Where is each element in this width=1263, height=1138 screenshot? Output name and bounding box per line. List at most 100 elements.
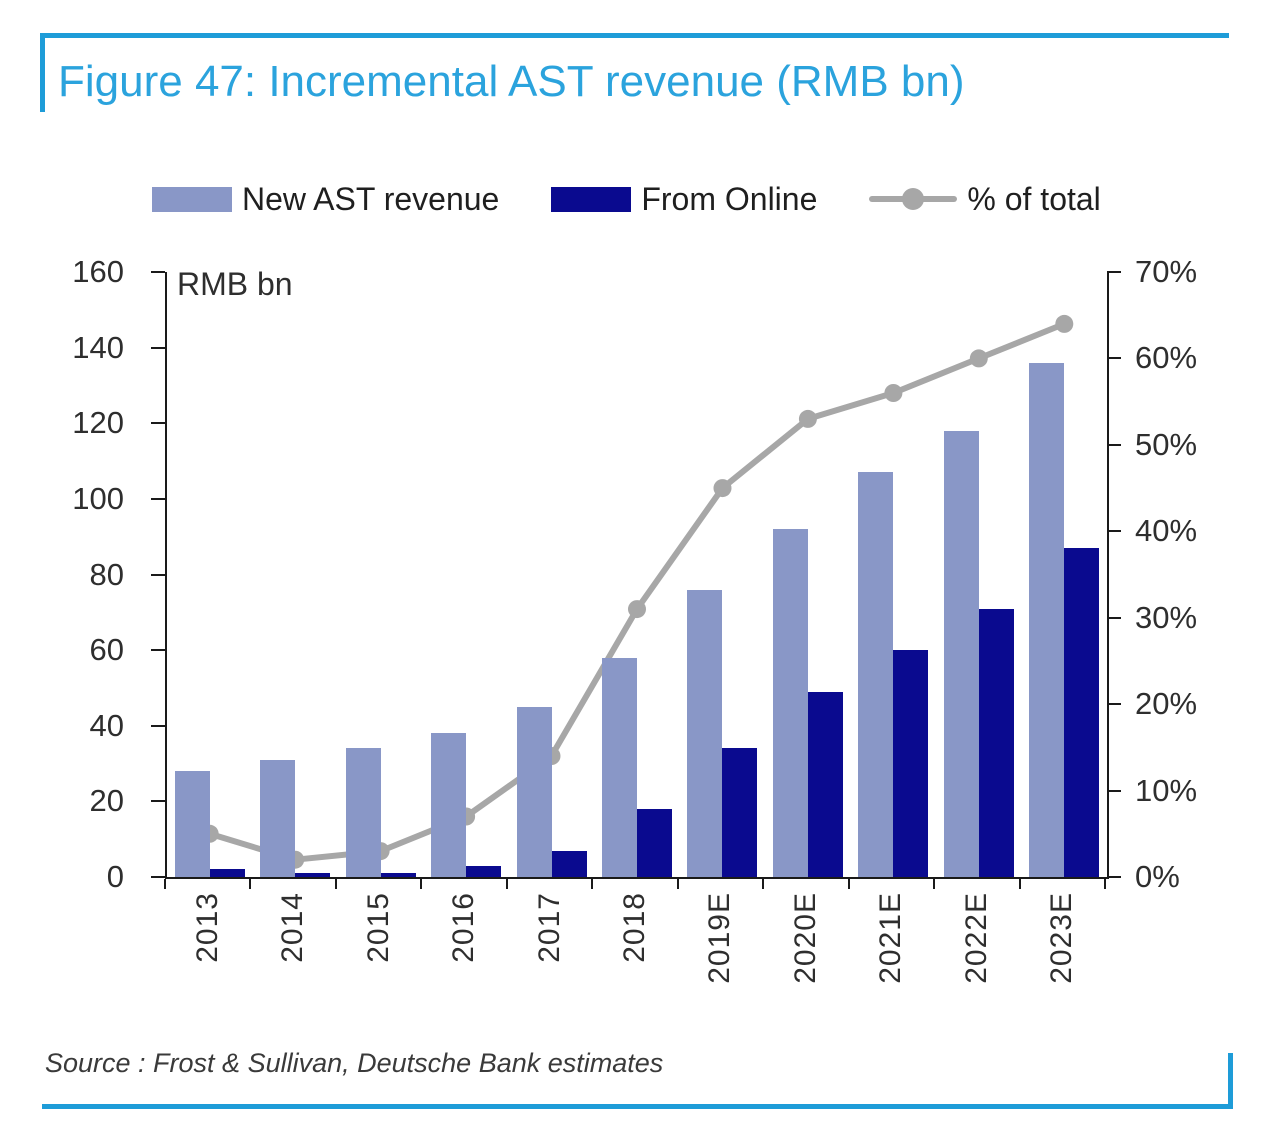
legend-item: New AST revenue — [152, 181, 499, 218]
right-axis-tick — [1107, 357, 1121, 360]
frame-left-border — [40, 33, 45, 112]
figure-title: Figure 47: Incremental AST revenue (RMB … — [58, 57, 965, 106]
legend-label: New AST revenue — [242, 180, 500, 217]
left-axis-tick-label: 80 — [89, 556, 124, 592]
x-axis-category-label: 2019E — [703, 892, 737, 984]
right-axis-tick — [1107, 271, 1121, 273]
right-axis-tick-label: 60% — [1135, 340, 1198, 376]
x-axis-tick — [506, 879, 508, 889]
left-axis-tick-label: 40 — [89, 707, 124, 743]
bar-new-ast-revenue — [858, 472, 894, 877]
left-axis-tick — [151, 649, 165, 652]
x-axis-tick — [164, 879, 166, 889]
x-axis-tick — [1019, 879, 1021, 889]
frame-right-border — [1228, 1053, 1233, 1109]
left-axis-tick-label: 20 — [89, 783, 124, 819]
x-axis-tick — [762, 879, 764, 889]
x-axis-tick — [420, 879, 422, 889]
left-axis-tick — [151, 271, 165, 273]
x-axis-category-label: 2013 — [190, 892, 224, 963]
legend-label: % of total — [967, 180, 1101, 217]
right-axis-tick-label: 0% — [1135, 859, 1180, 894]
x-axis-category-label: 2015 — [361, 892, 395, 963]
x-axis-category-label: 2023E — [1045, 892, 1079, 984]
right-axis-tick — [1107, 789, 1121, 792]
bar-new-ast-revenue — [602, 657, 637, 877]
bar-from-online — [466, 865, 502, 877]
x-axis-tick — [1104, 879, 1106, 889]
bar-new-ast-revenue — [260, 759, 296, 877]
bar-new-ast-revenue — [772, 529, 808, 877]
x-axis-tick — [591, 879, 593, 889]
left-axis-tick-label: 100 — [72, 480, 124, 516]
right-axis-tick-label: 70% — [1135, 254, 1198, 289]
left-axis-tick-label: 120 — [72, 405, 124, 441]
from-online-swatch — [551, 186, 632, 212]
new-ast-revenue-swatch — [152, 186, 232, 212]
left-axis-tick-label: 160 — [72, 254, 124, 289]
right-axis-tick-label: 50% — [1135, 426, 1198, 462]
bar-new-ast-revenue — [943, 430, 979, 877]
right-axis-tick — [1107, 443, 1121, 446]
bar-new-ast-revenue — [174, 771, 210, 877]
left-axis-tick — [151, 573, 165, 576]
legend-line-marker — [902, 188, 925, 210]
left-axis-title: RMB bn — [177, 266, 293, 302]
chart-legend: New AST revenue From Online % of total — [152, 178, 1101, 220]
left-axis-tick — [151, 876, 165, 878]
right-axis-tick — [1107, 616, 1121, 619]
legend-item: % of total — [869, 180, 1101, 218]
left-axis-tick-label: 0 — [106, 859, 124, 894]
percent-line-marker — [969, 349, 988, 368]
bar-from-online — [722, 748, 758, 877]
bar-from-online — [807, 691, 843, 877]
legend-item: From Online — [551, 181, 817, 218]
x-axis-category-label: 2021E — [874, 892, 908, 984]
left-axis-tick — [151, 497, 165, 500]
left-axis-tick — [151, 346, 165, 349]
x-axis-category-label: 2022E — [959, 892, 993, 984]
x-axis-tick — [335, 879, 337, 889]
bar-from-online — [978, 608, 1014, 877]
right-axis-tick-label: 40% — [1135, 513, 1198, 549]
legend-label: From Online — [641, 180, 818, 217]
bar-new-ast-revenue — [1029, 362, 1065, 877]
left-axis-tick-label: 60 — [89, 632, 124, 668]
plot-area: RMB bn — [165, 266, 1109, 879]
right-axis-tick-label: 20% — [1135, 686, 1198, 722]
left-axis-tick — [151, 800, 165, 803]
percent-line-marker — [628, 600, 646, 619]
x-axis-category-label: 2016 — [447, 892, 481, 963]
x-axis-tick — [677, 879, 679, 889]
bar-from-online — [893, 650, 929, 877]
right-axis-tick — [1107, 703, 1121, 706]
left-axis-tick — [151, 724, 165, 727]
bar-from-online — [1064, 548, 1100, 877]
x-axis-tick — [933, 879, 935, 889]
bar-new-ast-revenue — [431, 733, 467, 877]
x-axis-tick — [249, 879, 251, 889]
x-axis-category-label: 2020E — [788, 892, 822, 984]
bar-from-online — [380, 873, 416, 877]
frame-top-border — [40, 33, 1229, 38]
right-axis-tick — [1107, 876, 1121, 878]
left-axis-tick — [151, 422, 165, 425]
bar-from-online — [295, 873, 331, 877]
percent-line-marker — [884, 384, 903, 402]
right-axis-tick — [1107, 530, 1121, 533]
frame-bottom-border — [42, 1104, 1233, 1109]
percent-line-marker — [713, 479, 732, 498]
percent-line-marker — [798, 409, 817, 428]
percent-line-legend-icon — [869, 186, 958, 212]
right-axis-tick-label: 10% — [1135, 772, 1198, 808]
percent-line-marker — [1055, 314, 1074, 333]
bar-new-ast-revenue — [516, 706, 552, 877]
x-axis-category-label: 2018 — [618, 892, 651, 963]
left-axis-tick-label: 140 — [72, 329, 124, 365]
bar-new-ast-revenue — [345, 748, 381, 877]
x-axis-tick — [848, 879, 850, 889]
right-axis-tick-label: 30% — [1135, 599, 1198, 635]
x-axis-category-label: 2017 — [532, 892, 566, 963]
bar-new-ast-revenue — [687, 589, 723, 877]
